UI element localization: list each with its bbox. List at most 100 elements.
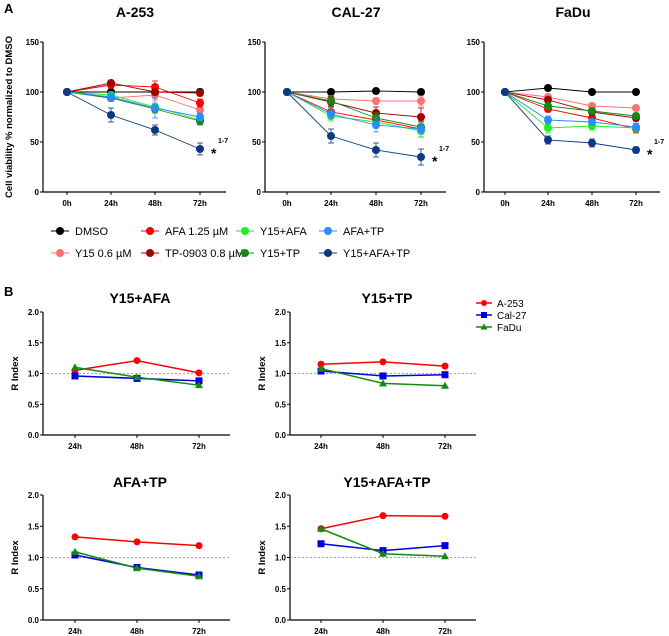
series-line (504, 91, 637, 130)
data-point (632, 123, 640, 131)
y-tick-label: 50 (471, 138, 480, 147)
legend-item: TP-0903 0.8 µM (141, 248, 244, 260)
legend-label: Y15+AFA (260, 226, 307, 238)
y-tick-label: 1.0 (275, 554, 287, 563)
x-tick-label: 24h (68, 442, 82, 451)
y-tick-label: 0.0 (275, 431, 287, 440)
legend-label: FaDu (497, 323, 521, 334)
x-tick-label: 72h (192, 442, 206, 451)
data-point (133, 538, 141, 546)
legend-item: Y15+TP (236, 248, 300, 260)
series-line (286, 91, 422, 132)
data-point (417, 88, 425, 96)
y-tick-label: 150 (248, 38, 262, 47)
y-tick-label: 100 (467, 88, 481, 97)
series-line (286, 91, 421, 102)
data-point (544, 124, 552, 132)
x-tick-label: 24h (314, 627, 328, 636)
x-tick-label: 24h (541, 199, 555, 208)
y-tick-label: 50 (30, 138, 39, 147)
data-point (632, 112, 640, 120)
y-tick-label: 1.0 (28, 370, 40, 379)
legend-item: A-253 (476, 299, 524, 310)
data-point (544, 84, 552, 92)
significance-superscript: 1-7 (654, 139, 664, 146)
series-line (504, 91, 637, 129)
data-point (71, 372, 79, 380)
data-point (133, 564, 141, 572)
chart-title: FaDu (556, 4, 591, 20)
legend-marker (480, 323, 488, 330)
series-a-253 (71, 357, 203, 377)
series-line (66, 91, 201, 150)
y-tick-label: 0.5 (275, 400, 287, 409)
significance-superscript: 1-7 (218, 138, 228, 145)
chart-title: A-253 (116, 4, 154, 20)
data-point (151, 88, 159, 96)
legend-marker (324, 249, 332, 257)
data-point (327, 88, 335, 96)
legend-marker (56, 249, 64, 257)
data-point (588, 118, 596, 126)
y-tick-label: 0.5 (28, 400, 40, 409)
x-tick-label: 24h (104, 199, 118, 208)
x-tick-label: 24h (68, 627, 82, 636)
chart-title: Y15+AFA (109, 290, 170, 306)
y-tick-label: 0.0 (28, 431, 40, 440)
significance-superscript: 1-7 (439, 146, 449, 153)
x-tick-label: 48h (130, 627, 144, 636)
chart-cal-27: CAL-27 0 50 100 150 0h 24h 48h 72h *1-7 (248, 4, 450, 208)
data-point (107, 111, 115, 119)
data-point (632, 104, 640, 112)
data-point (372, 87, 380, 95)
data-point (588, 107, 596, 115)
series-line (66, 82, 201, 94)
data-point (195, 377, 203, 385)
y-axis-label: R Index (257, 540, 268, 575)
series-y15-afa-tp (63, 88, 204, 156)
legend-label: Y15+TP (260, 248, 300, 260)
data-point (632, 88, 640, 96)
y-axis-label: R Index (10, 540, 21, 575)
y-axis-label: R Index (257, 356, 268, 391)
data-point (417, 97, 425, 105)
series-line (66, 84, 201, 104)
significance-star: * (647, 146, 653, 162)
data-point (379, 379, 387, 387)
data-point (327, 132, 335, 140)
y-tick-label: 1.5 (28, 522, 40, 531)
legend-item: Y15+AFA (236, 226, 307, 238)
series-tp-0903-0-8-m (501, 88, 640, 122)
series-line (504, 91, 637, 119)
data-point (133, 357, 141, 365)
series-a-253 (317, 358, 449, 370)
series-line (66, 91, 201, 121)
series-line (504, 91, 637, 109)
x-tick-label: 0h (62, 199, 71, 208)
y-tick-label: 0.5 (28, 585, 40, 594)
legend-label: AFA+TP (343, 226, 384, 238)
legend-label: Y15 0.6 µM (75, 248, 131, 260)
data-point (196, 89, 204, 97)
data-point (71, 363, 79, 371)
y-tick-label: 100 (248, 88, 262, 97)
data-point (632, 146, 640, 154)
data-point (195, 542, 203, 550)
y-tick-label: 50 (252, 138, 261, 147)
legend-marker (56, 227, 64, 235)
data-point (372, 146, 380, 154)
y-tick-label: 0 (257, 188, 262, 197)
series-line (286, 91, 422, 118)
data-point (283, 88, 291, 96)
data-point (588, 139, 596, 147)
data-point (327, 110, 335, 118)
significance-star: * (432, 153, 438, 169)
series-y15-afa (63, 88, 204, 125)
series-line (504, 91, 637, 151)
y-tick-label: 2.0 (275, 308, 287, 317)
legend-item: Cal-27 (476, 311, 527, 322)
y-tick-label: 1.5 (275, 522, 287, 531)
legend-label: Y15+AFA+TP (343, 248, 410, 260)
data-point (441, 552, 449, 560)
